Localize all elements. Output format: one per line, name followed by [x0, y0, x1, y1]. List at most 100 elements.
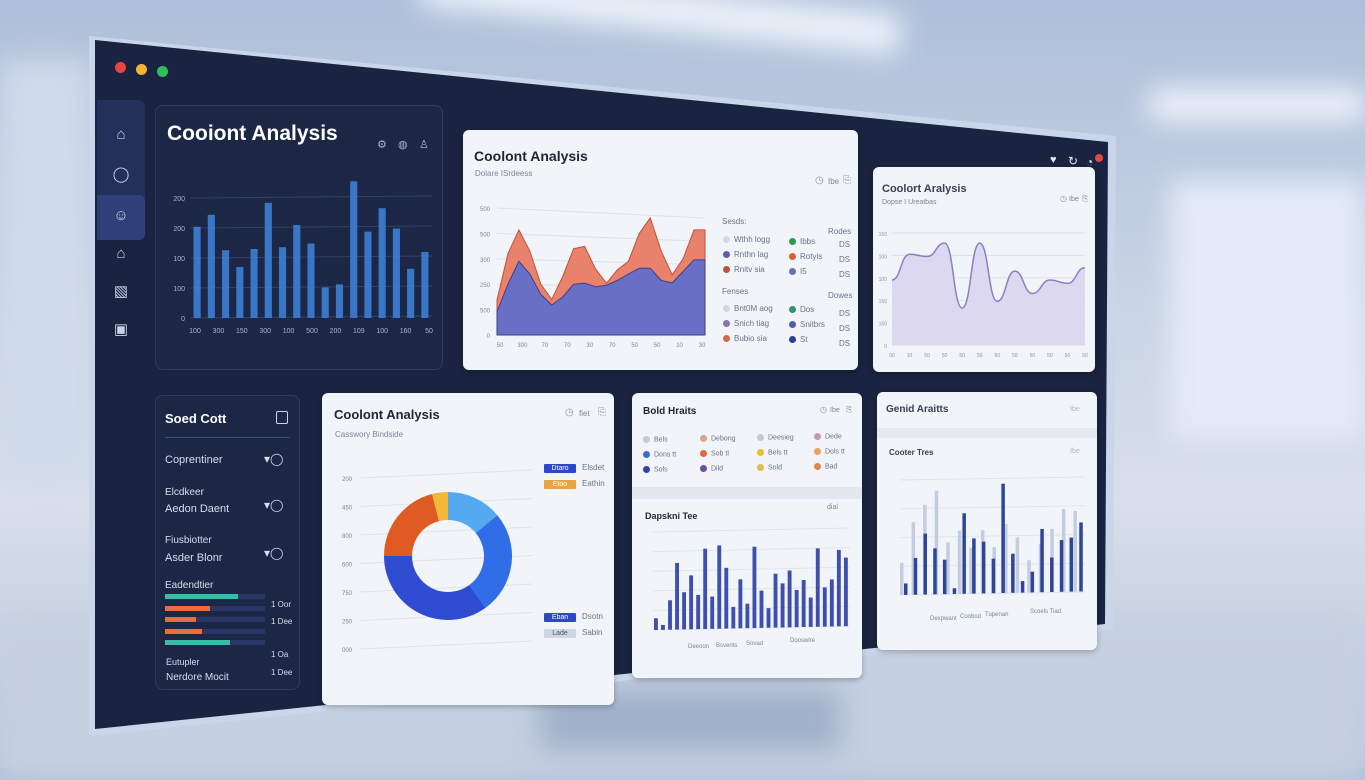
legend-item: Debong	[700, 435, 736, 442]
legend-item: Snitbrs	[789, 320, 825, 329]
sub-action[interactable]: dial	[827, 504, 838, 511]
dropdown-toggle[interactable]: ▾◯	[264, 452, 284, 466]
shield-icon[interactable]: ♥	[1050, 154, 1057, 166]
legend-label: Dild	[711, 465, 724, 473]
bar	[822, 587, 827, 627]
sub-action[interactable]: Ibe	[1070, 448, 1080, 455]
bar-light	[1061, 508, 1066, 592]
clock-icon[interactable]: ◷	[565, 407, 574, 418]
y-tick-label: 500	[480, 207, 491, 213]
legend-item: Bad	[814, 463, 837, 470]
copy-icon[interactable]: ⎘	[843, 175, 851, 186]
smile-icon[interactable]: ☺	[113, 207, 129, 224]
legend-label: Scoels Tiad	[1030, 609, 1062, 615]
legend-dot	[789, 238, 796, 246]
bar-chart: 0 100 100 200 200 100 300 150 300 100 500 200 109 100…	[173, 181, 433, 335]
line-chart: 0 150 150 100 100 150 50 10 50 50 50 50 50 50 50 50 50 50	[879, 232, 1088, 359]
bar	[682, 592, 687, 630]
bar	[335, 284, 344, 318]
x-tick-label: 300	[213, 328, 225, 335]
bar-dark	[1001, 483, 1005, 593]
x-tick-label: 50	[497, 343, 504, 349]
bar	[801, 580, 806, 628]
legend-value: DS	[839, 240, 851, 249]
minimize-button[interactable]	[136, 64, 147, 75]
donut-slice	[448, 492, 498, 534]
legend-label: Dexpwant	[930, 616, 957, 622]
home-icon[interactable]: ⌂	[116, 126, 126, 143]
document-icon[interactable]: ▧	[113, 283, 129, 300]
donut-chart-panel	[322, 393, 614, 705]
panel-action[interactable]: Ibe	[1070, 406, 1080, 413]
copy-icon[interactable]: ⎘	[846, 405, 853, 414]
legend-label: Eathin	[582, 479, 605, 488]
y-tick-label: 000	[342, 648, 353, 654]
legend-label: Rotyis	[800, 252, 823, 261]
bar	[236, 267, 244, 318]
bar	[836, 549, 841, 627]
bar	[780, 583, 785, 628]
legend-item: Dede	[814, 433, 842, 440]
settings-icon[interactable]: ⚙	[377, 139, 387, 151]
x-tick-label: 70	[609, 343, 616, 349]
y-tick-label: 200	[173, 226, 185, 233]
globe-icon[interactable]: ◍	[398, 139, 408, 151]
divider	[632, 487, 862, 499]
bars-title: Eadendtier	[165, 580, 214, 591]
panel-action[interactable]: Ibe	[830, 407, 840, 414]
refresh-icon[interactable]: ↻	[1068, 154, 1079, 168]
bar-dark	[904, 583, 908, 595]
legend-label: Sols	[654, 466, 668, 474]
building-icon[interactable]: ⌂	[116, 245, 126, 262]
bar-light	[900, 562, 904, 595]
y-tick-label: 0	[487, 334, 491, 340]
panel-action[interactable]: Ibe	[1069, 196, 1079, 203]
y-tick-label: 0	[884, 344, 887, 350]
dropdown-toggle[interactable]: ▾◯	[264, 498, 284, 512]
y-tick-label: 0	[181, 316, 185, 323]
legend-item: Bels	[643, 436, 668, 443]
bar	[794, 589, 799, 628]
legend-dot	[814, 448, 821, 455]
legend-item: Sold	[757, 464, 782, 471]
bar	[421, 252, 429, 318]
panel-action[interactable]: fiet	[579, 409, 590, 418]
bar	[710, 596, 715, 629]
user-icon[interactable]: ♙	[419, 139, 429, 151]
maximize-button[interactable]	[157, 66, 168, 77]
legend-label: Sold	[768, 464, 783, 472]
clock-icon[interactable]: ◷	[820, 405, 827, 414]
copy-icon[interactable]: ⎘	[598, 407, 606, 418]
gridline	[359, 469, 533, 479]
legend-label: Bad	[825, 463, 838, 471]
legend-label: Dons tt	[654, 451, 677, 459]
window	[0, 60, 90, 480]
legend-value: DS	[839, 339, 851, 348]
close-button[interactable]	[115, 62, 126, 73]
legend-label: Bels	[654, 436, 668, 444]
donut-slice	[432, 492, 448, 522]
legend-chip: Dtaro	[544, 464, 576, 473]
export-icon[interactable]	[276, 411, 288, 424]
panel-action[interactable]: Ibe	[828, 177, 840, 186]
copy-icon[interactable]: ⎘	[1082, 194, 1089, 203]
square-icon[interactable]: ▣	[113, 321, 129, 338]
bar	[843, 557, 848, 627]
legend-label: St	[800, 335, 808, 344]
bar	[293, 225, 301, 318]
dropdown-toggle[interactable]: ▾◯	[264, 546, 284, 560]
legend-label: I5	[800, 267, 807, 276]
legend-label: Bels tt	[768, 449, 788, 457]
bar-light	[911, 522, 916, 595]
bar-light	[1015, 537, 1020, 593]
notification-icon[interactable]: ◔	[1086, 155, 1094, 169]
clock-icon[interactable]: ◷	[815, 175, 824, 186]
bag-icon[interactable]: ◯	[112, 166, 130, 183]
legend-label: Sabin	[582, 628, 603, 637]
bar	[222, 250, 230, 318]
bar-value: 1 Oor	[271, 600, 292, 609]
clock-icon[interactable]: ◷	[1060, 194, 1067, 203]
donut-slice	[384, 494, 440, 556]
progress-bar	[165, 617, 196, 622]
bar	[703, 548, 708, 630]
